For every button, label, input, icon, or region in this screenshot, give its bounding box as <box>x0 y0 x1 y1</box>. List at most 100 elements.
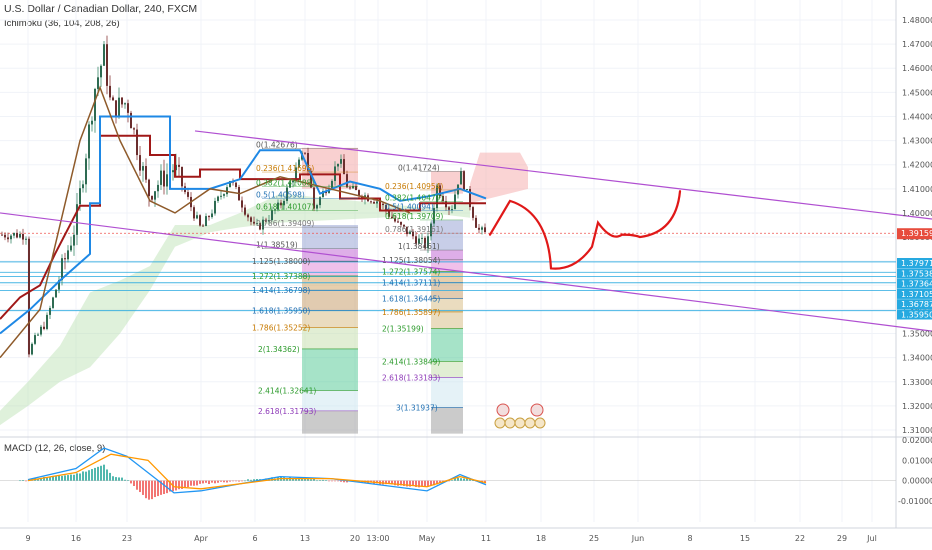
candle-body <box>385 205 387 211</box>
candle-body <box>298 159 300 168</box>
price-tick-label: 1.32000 <box>902 402 932 411</box>
fib-label: 0.618(1.39709) <box>385 212 443 221</box>
macd-tick-label: 0.01000 <box>902 456 932 465</box>
macd-histogram-bar <box>448 480 450 482</box>
macd-histogram-bar <box>169 480 171 492</box>
fib-label: 1.618(1.36445) <box>382 295 440 304</box>
macd-histogram-bar <box>418 480 420 488</box>
macd-histogram-bar <box>139 480 141 493</box>
macd-histogram-bar <box>118 477 120 481</box>
candle-body <box>148 179 150 197</box>
candle-body <box>346 174 348 188</box>
macd-histogram-bar <box>178 480 180 490</box>
candle-body <box>91 120 93 125</box>
macd-histogram-bar <box>232 480 234 482</box>
candle-body <box>475 217 477 228</box>
fib-label: 0.382(1.41088) <box>256 179 314 188</box>
macd-histogram-bar <box>403 480 405 486</box>
candle-body <box>13 232 15 236</box>
fib-zone <box>431 250 463 260</box>
macd-histogram-bar <box>220 480 222 482</box>
candle-body <box>172 170 174 173</box>
candle-body <box>202 225 204 227</box>
macd-histogram-bar <box>64 475 66 481</box>
macd-histogram-bar <box>100 465 102 481</box>
fib-label: 1.125(1.38054) <box>382 256 440 265</box>
chart-title: U.S. Dollar / Canadian Dollar, 240, FXCM <box>4 3 198 15</box>
macd-histogram-bar <box>184 480 186 488</box>
candle-body <box>340 159 342 164</box>
candle-body <box>313 187 315 209</box>
candle-body <box>382 203 384 206</box>
candle-body <box>397 221 399 223</box>
macd-histogram-bar <box>460 478 462 481</box>
fib-zone <box>431 259 463 272</box>
candle-body <box>472 207 474 218</box>
macd-label[interactable]: MACD (12, 26, close, 9) <box>4 443 106 454</box>
candle-body <box>271 210 273 221</box>
candle-body <box>355 185 357 191</box>
candle-body <box>469 189 471 208</box>
candle-body <box>463 171 465 191</box>
fib-label: 0.236(1.41695) <box>256 164 314 173</box>
fib-zone <box>302 290 358 311</box>
candle-body <box>112 97 114 101</box>
candle-body <box>466 189 468 191</box>
candle-body <box>289 182 291 188</box>
macd-histogram-bar <box>433 480 435 486</box>
fib-zone <box>302 327 358 349</box>
candle-body <box>373 201 375 204</box>
macd-histogram-bar <box>256 479 258 481</box>
candle-body <box>31 343 33 355</box>
candle-body <box>97 77 99 89</box>
indicator-label[interactable]: Ichimoku (36, 104, 208, 26) <box>4 18 120 29</box>
candle-body <box>1 234 3 236</box>
channel-upper <box>194 130 932 220</box>
fib-zone <box>431 220 463 251</box>
macd-histogram-bar <box>412 480 414 486</box>
price-tick-label: 1.35000 <box>902 330 932 339</box>
macd-histogram-bar <box>160 480 162 495</box>
price-tick-label: 1.48000 <box>902 16 932 25</box>
macd-histogram-bar <box>250 479 252 481</box>
fib-label: 3(1.31937) <box>396 403 438 412</box>
macd-histogram-bar <box>301 478 303 481</box>
candle-body <box>100 65 102 78</box>
macd-histogram-bar <box>199 480 201 484</box>
candle-body <box>295 167 297 181</box>
event-badge-icon <box>514 417 526 429</box>
macd-histogram-bar <box>331 480 333 482</box>
macd-histogram-bar <box>271 477 273 481</box>
candle-body <box>253 221 255 224</box>
macd-histogram-bar <box>328 480 330 482</box>
macd-histogram-bar <box>463 478 465 481</box>
fib-label: 1.786(1.35897) <box>382 308 440 317</box>
price-tick-label: 1.47000 <box>902 40 932 49</box>
candle-body <box>79 188 81 205</box>
candle-body <box>61 258 63 281</box>
candle-body <box>178 164 180 167</box>
time-tick-label: 13 <box>300 534 310 543</box>
macd-histogram-bar <box>121 477 123 481</box>
macd-tick-label: 0.02000 <box>902 436 932 445</box>
macd-histogram-bar <box>88 470 90 481</box>
macd-histogram-bar <box>427 480 429 487</box>
candle-body <box>412 231 414 237</box>
macd-histogram-bar <box>244 480 246 482</box>
candle-body <box>247 214 249 218</box>
fib-zone <box>302 310 358 328</box>
fib-label: 2(1.34362) <box>258 345 300 354</box>
macd-histogram-bar <box>46 477 48 481</box>
macd-histogram-bar <box>52 475 54 481</box>
drawings <box>0 130 932 429</box>
fib-label: 1.414(1.37111) <box>382 279 440 288</box>
candle-body <box>343 159 345 175</box>
candle-body <box>154 191 156 200</box>
macd-histogram-bar <box>136 480 138 490</box>
candle-body <box>133 128 135 130</box>
candle-body <box>484 227 486 233</box>
macd-histogram-bar <box>319 480 321 481</box>
candle-body <box>358 190 360 197</box>
candle-body <box>388 210 390 217</box>
